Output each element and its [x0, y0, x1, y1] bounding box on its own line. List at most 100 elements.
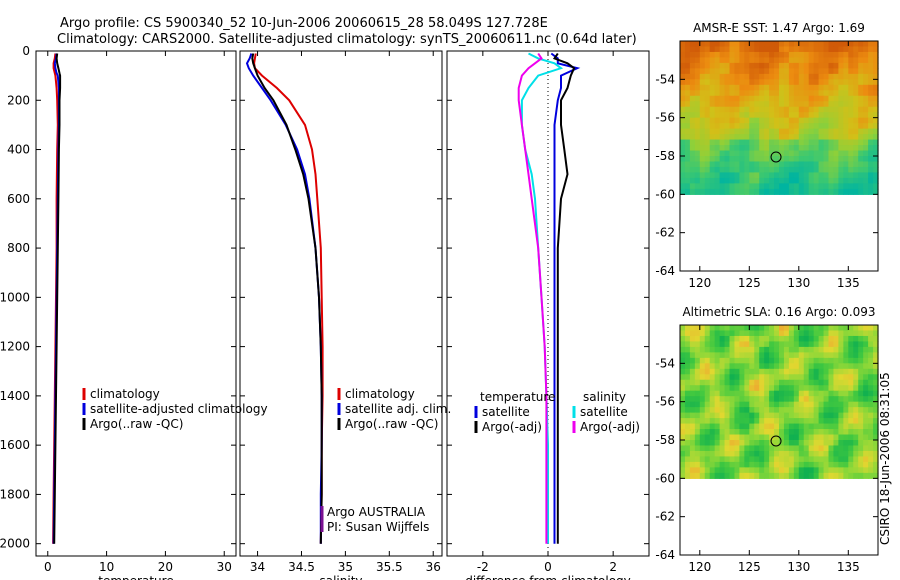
heatmap-cell: [684, 128, 691, 135]
heatmap-cell: [704, 456, 711, 463]
heatmap-cell: [813, 325, 820, 332]
heatmap-cell: [699, 440, 706, 447]
heatmap-cell: [739, 73, 745, 80]
heatmap-cell: [808, 123, 815, 130]
heatmap-cell: [813, 183, 820, 190]
heatmap-cell: [724, 374, 731, 381]
heatmap-cell: [719, 335, 726, 343]
heatmap-cell: [759, 112, 765, 119]
heatmap-cell: [838, 396, 844, 403]
heatmap-cell: [779, 418, 785, 425]
heatmap-cell: [858, 134, 864, 141]
heatmap-cell: [694, 368, 701, 375]
heatmap-cell: [719, 472, 726, 479]
heatmap-cell: [833, 183, 839, 190]
header-line-2: Climatology: CARS2000. Satellite-adjuste…: [57, 32, 637, 47]
heatmap-cell: [838, 445, 844, 452]
heatmap-cell: [788, 150, 795, 157]
heatmap-cell: [714, 396, 721, 403]
heatmap-cell: [734, 330, 740, 337]
heatmap-cell: [724, 467, 731, 474]
heatmap-cell: [858, 368, 864, 375]
heatmap-cell: [858, 330, 864, 337]
heatmap-cell: [734, 62, 740, 69]
heatmap-cell: [724, 357, 731, 364]
heatmap-cell: [704, 374, 711, 381]
heatmap-cell: [818, 352, 825, 359]
heatmap-cell: [873, 379, 879, 386]
heatmap-cell: [803, 401, 810, 408]
heatmap-cell: [858, 423, 864, 430]
heatmap-cell: [798, 472, 805, 479]
heatmap-cell: [739, 101, 745, 108]
heatmap-cell: [719, 177, 726, 184]
heatmap-cell: [709, 166, 716, 174]
heatmap-cell: [843, 423, 849, 430]
heatmap-cell: [709, 73, 716, 80]
heatmap-cell: [704, 62, 711, 69]
heatmap-cell: [788, 95, 795, 102]
heatmap-cell: [769, 450, 775, 458]
heatmap-cell: [868, 401, 874, 408]
heatmap-cell: [719, 341, 726, 348]
heatmap-cell: [729, 73, 736, 80]
heatmap-cell: [704, 401, 711, 408]
heatmap-cell: [689, 41, 696, 48]
heatmap-cell: [863, 62, 869, 69]
heatmap-cell: [858, 112, 864, 119]
heatmap-cell: [803, 46, 810, 53]
heatmap-cell: [769, 134, 775, 141]
heatmap-cell: [769, 418, 775, 425]
heatmap-cell: [759, 390, 765, 397]
heatmap-cell: [759, 325, 765, 332]
heatmap-cell: [744, 461, 750, 468]
heatmap-cell: [724, 418, 731, 425]
heatmap-cell: [744, 456, 750, 463]
heatmap-cell: [818, 101, 825, 108]
heatmap-cell: [823, 379, 830, 386]
heatmap-cell: [724, 412, 731, 419]
heatmap-cell: [798, 188, 805, 195]
heatmap-cell: [853, 95, 859, 102]
heatmap-cell: [788, 90, 795, 97]
x-tick-label: 125: [738, 276, 761, 290]
y-tick-label: 2000: [0, 537, 30, 551]
heatmap-cell: [774, 445, 780, 452]
heatmap-cell: [764, 461, 770, 468]
heatmap-cell: [793, 363, 800, 370]
heatmap-cell: [843, 396, 849, 403]
heatmap-cell: [764, 357, 770, 364]
y-tick-label: 0: [22, 44, 30, 58]
heatmap-cell: [803, 412, 810, 419]
heatmap-cell: [764, 418, 770, 425]
heatmap-cell: [863, 379, 869, 386]
heatmap-cell: [793, 57, 800, 64]
heatmap-cell: [734, 90, 740, 97]
heatmap-cell: [739, 106, 745, 113]
heatmap-cell: [873, 396, 879, 403]
heatmap-cell: [759, 401, 765, 408]
heatmap-cell: [689, 352, 696, 359]
heatmap-cell: [803, 429, 810, 436]
heatmap-cell: [838, 467, 844, 474]
heatmap-cell: [808, 363, 815, 370]
heatmap-cell: [808, 352, 815, 359]
heatmap-cell: [689, 139, 696, 146]
heatmap-cell: [779, 407, 785, 414]
heatmap-cell: [689, 156, 696, 163]
heatmap-cell: [704, 57, 711, 64]
x-axis-label: salinity: [319, 574, 362, 580]
series-line-1: [245, 53, 323, 544]
heatmap-cell: [843, 57, 849, 64]
heatmap-cell: [759, 188, 765, 195]
heatmap-cell: [873, 357, 879, 364]
heatmap-cell: [823, 112, 830, 119]
heatmap-cell: [823, 423, 830, 430]
heatmap-cell: [793, 385, 800, 392]
heatmap-cell: [734, 423, 740, 430]
heatmap-cell: [699, 335, 706, 343]
heatmap-cell: [754, 101, 760, 108]
heatmap-cell: [793, 440, 800, 447]
heatmap-cell: [699, 374, 706, 381]
heatmap-cell: [719, 62, 726, 69]
